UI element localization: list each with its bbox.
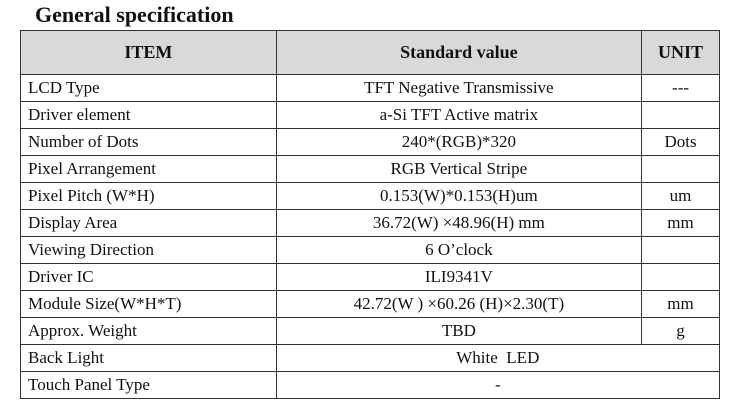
cell: Driver element: [20, 101, 277, 129]
row: Driver element a-Si TFT Active matrix: [20, 101, 720, 129]
header-cell: Standard value: [275, 30, 643, 75]
cell: Pixel Arrangement: [20, 155, 277, 183]
header-cell: UNIT: [641, 30, 720, 75]
cell: Back Light: [20, 344, 277, 372]
cell: Display Area: [20, 209, 277, 237]
row: Back Light White LED: [20, 344, 721, 372]
cell: um: [641, 182, 720, 210]
row: Approx. Weight TBD g: [20, 317, 720, 345]
title: General specification: [35, 2, 234, 27]
cell: 0.153(W)*0.153(H)um: [275, 182, 643, 210]
cell: -: [275, 371, 721, 399]
row: Display Area 36.72(W) ×48.96(H) mm mm: [20, 209, 720, 237]
cell: [641, 263, 720, 291]
cell: [641, 155, 720, 183]
row: Touch Panel Type -: [20, 371, 721, 399]
cell: Module Size(W*H*T): [20, 290, 277, 318]
row: Pixel Pitch (W*H) 0.153(W)*0.153(H)um um: [20, 182, 720, 210]
cell: 240*(RGB)*320: [275, 128, 643, 156]
cell: LCD Type: [20, 74, 277, 102]
cell: Number of Dots: [20, 128, 277, 156]
cell: ---: [641, 74, 720, 102]
cell: Touch Panel Type: [20, 371, 277, 399]
cell: a-Si TFT Active matrix: [275, 101, 643, 129]
cell: mm: [641, 290, 720, 318]
cell: Pixel Pitch (W*H): [20, 182, 277, 210]
row: Module Size(W*H*T) 42.72(W ) ×60.26 (H)×2…: [20, 290, 720, 318]
cell: [641, 236, 720, 264]
cell: Driver IC: [20, 263, 277, 291]
row: Pixel Arrangement RGB Vertical Stripe: [20, 155, 720, 183]
cell: TBD: [275, 317, 643, 345]
row: Number of Dots 240*(RGB)*320 Dots: [20, 128, 720, 156]
cell: 36.72(W) ×48.96(H) mm: [275, 209, 643, 237]
spec-table: ITEM Standard value UNIT LCD Type TFT Neg…: [20, 30, 721, 399]
cell: Dots: [641, 128, 720, 156]
row: LCD Type TFT Negative Transmissive ---: [20, 74, 720, 102]
table-body: LCD Type TFT Negative Transmissive --- Driv…: [20, 74, 721, 399]
header-cell: ITEM: [20, 30, 277, 75]
row: Driver IC ILI9341V: [20, 263, 720, 291]
header-row: ITEM Standard value UNIT: [20, 30, 720, 75]
cell: White LED: [275, 344, 721, 372]
cell: Viewing Direction: [20, 236, 277, 264]
row: Viewing Direction 6 O’clock: [20, 236, 720, 264]
cell: RGB Vertical Stripe: [275, 155, 643, 183]
cell: [641, 101, 720, 129]
cell: g: [641, 317, 720, 345]
cell: Approx. Weight: [20, 317, 277, 345]
cell: 6 O’clock: [275, 236, 643, 264]
cell: 42.72(W ) ×60.26 (H)×2.30(T): [275, 290, 643, 318]
cell: TFT Negative Transmissive: [275, 74, 643, 102]
cell: ILI9341V: [275, 263, 643, 291]
cell: mm: [641, 209, 720, 237]
